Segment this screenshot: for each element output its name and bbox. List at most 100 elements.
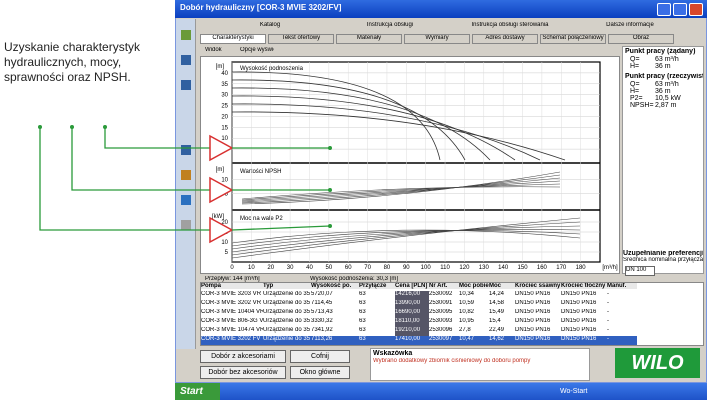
button[interactable]: Cofnij — [290, 350, 350, 363]
table-cell[interactable]: Urządzenie do 35 — [263, 327, 311, 333]
sidebar-button[interactable] — [181, 220, 191, 230]
table-cell[interactable]: 63 — [359, 336, 395, 345]
table-cell[interactable]: COR-3 MVIE 10404 VR — [201, 309, 263, 315]
sidebar-button[interactable] — [181, 195, 191, 205]
table-cell[interactable]: DN150 PN16 — [515, 291, 551, 297]
tab[interactable]: Instrukcja obsługi — [366, 22, 414, 28]
table-cell[interactable]: 14,58 — [489, 300, 505, 306]
window-button[interactable] — [673, 3, 687, 16]
tab[interactable]: Wymiary — [404, 34, 470, 44]
tab[interactable]: Obraz — [608, 34, 674, 44]
table-cell[interactable]: - — [607, 300, 609, 306]
table-cell[interactable]: 10,47 — [459, 336, 489, 345]
button[interactable]: Dobór z akcesoriami — [200, 350, 286, 363]
table-cell[interactable]: 15,4 — [489, 318, 501, 324]
table-cell[interactable]: 2530091 — [429, 300, 453, 306]
table-cell[interactable]: DN150 PN16 — [515, 309, 551, 315]
table-cell[interactable]: 7113,26 — [311, 336, 359, 345]
tab[interactable]: Adres dostawy — [472, 34, 538, 44]
table-cell[interactable]: DN150 PN16 — [561, 291, 597, 297]
window-button[interactable] — [689, 3, 703, 16]
hint-box — [370, 348, 590, 381]
table-cell[interactable]: 5713,43 — [311, 309, 333, 315]
table-cell[interactable]: Urządzenie do 35 — [263, 336, 311, 345]
table-cell[interactable]: - — [607, 318, 609, 324]
table-cell[interactable]: 22,49 — [489, 327, 505, 333]
table-cell[interactable]: 15,49 — [489, 309, 505, 315]
table-cell[interactable]: COR-3 MVIE 3202 VR — [201, 300, 262, 306]
table-cell[interactable]: Urządzenie do 35 — [263, 300, 311, 306]
sidebar-button[interactable] — [181, 170, 191, 180]
table-cell[interactable]: 63 — [359, 300, 366, 306]
table-cell[interactable]: 63 — [359, 291, 366, 297]
table-cell[interactable]: 7341,92 — [311, 327, 333, 333]
table-cell[interactable]: 2530096 — [429, 327, 453, 333]
table-cell[interactable]: 10,82 — [459, 309, 475, 315]
table-cell[interactable]: COR-3 MVIE 806-3G VR — [201, 318, 263, 324]
sidebar-button[interactable] — [181, 30, 191, 40]
table-cell[interactable]: 2530097 — [429, 336, 459, 345]
table-cell[interactable]: - — [607, 336, 637, 345]
table-cell[interactable]: COR-3 MVIE 10474 VR — [201, 327, 263, 333]
table — [200, 282, 704, 346]
table-cell[interactable]: 5720,07 — [311, 291, 333, 297]
table-cell[interactable]: 19210,00 — [395, 327, 429, 336]
tab[interactable]: Dalsze informacje — [606, 22, 654, 28]
table-cell[interactable]: 7114,45 — [311, 300, 333, 306]
table-cell[interactable]: 14,62 — [489, 336, 515, 345]
sidebar-button[interactable] — [181, 145, 191, 155]
table-cell[interactable]: 13990,00 — [395, 300, 429, 309]
table-cell[interactable]: 10,34 — [459, 291, 475, 297]
table-cell[interactable]: 2530093 — [429, 318, 453, 324]
table-cell[interactable]: 10,59 — [459, 300, 475, 306]
toolbar-item[interactable]: Widok — [205, 47, 222, 53]
taskbar-item[interactable]: Wo-Start — [560, 388, 588, 395]
start-button[interactable]: Start — [175, 383, 220, 400]
table-cell[interactable]: DN150 PN16 — [561, 309, 597, 315]
button[interactable]: Okno główne — [290, 366, 350, 379]
table-cell[interactable]: 27,8 — [459, 327, 471, 333]
table-cell[interactable]: DN150 PN16 — [561, 336, 607, 345]
table-cell[interactable]: - — [607, 291, 609, 297]
table-cell[interactable]: DN150 PN16 — [515, 318, 551, 324]
window-button[interactable] — [657, 3, 671, 16]
table-cell[interactable]: 10,95 — [459, 318, 475, 324]
table-cell[interactable]: - — [607, 309, 609, 315]
table-cell[interactable]: 63 — [359, 327, 366, 333]
button[interactable]: Dobór bez akcesoriów — [200, 366, 286, 379]
tab[interactable]: Tekst ofertowy — [268, 34, 334, 44]
filter-select[interactable]: DN 100 — [625, 266, 655, 276]
sidebar-button[interactable] — [181, 80, 191, 90]
table-cell[interactable]: 3330,32 — [311, 318, 333, 324]
tab[interactable]: Katalog — [259, 22, 281, 28]
table-cell[interactable]: DN150 PN16 — [561, 327, 597, 333]
window-title: Dobór hydrauliczny [COR-3 MVIE 3202/FV] — [180, 3, 342, 12]
tab[interactable]: Materiały — [336, 34, 402, 44]
duty-key: NPSH= — [630, 102, 654, 109]
table-cell[interactable]: Urządzenie do 35 — [263, 309, 311, 315]
table-cell[interactable]: DN150 PN16 — [515, 336, 561, 345]
table-cell[interactable]: 14,24 — [489, 291, 505, 297]
tab[interactable]: Instrukcja obsługi sterowania — [471, 22, 549, 28]
table-cell[interactable]: - — [607, 327, 609, 333]
table-cell[interactable]: 63 — [359, 318, 366, 324]
tab[interactable]: Schemat połączeniowy — [540, 34, 606, 44]
table-cell[interactable]: COR-3 MVIE 3203 VR — [201, 291, 262, 297]
sidebar-button[interactable] — [181, 55, 191, 65]
table-cell[interactable]: 2530095 — [429, 309, 453, 315]
toolbar-item[interactable]: Opcje wyświetl. — [240, 47, 274, 53]
table-cell[interactable]: 14216,00 — [395, 291, 429, 300]
table-cell[interactable]: 63 — [359, 309, 366, 315]
tab[interactable]: Charakterystyki — [200, 34, 266, 44]
table-cell[interactable]: DN150 PN16 — [561, 300, 597, 306]
table-cell[interactable]: 18110,00 — [395, 318, 429, 327]
table-cell[interactable]: Urządzenie do 35 — [263, 318, 311, 324]
table-cell[interactable]: DN150 PN16 — [515, 300, 551, 306]
table-cell[interactable]: 17410,00 — [395, 336, 429, 345]
table-cell[interactable]: DN150 PN16 — [561, 318, 597, 324]
table-cell[interactable]: 16690,00 — [395, 309, 429, 318]
table-cell[interactable]: DN150 PN16 — [515, 327, 551, 333]
table-cell[interactable]: 2530092 — [429, 291, 453, 297]
table-cell[interactable]: COR-3 MVIE 3202 FV — [201, 336, 263, 345]
table-cell[interactable]: Urządzenie do 35 — [263, 291, 311, 297]
